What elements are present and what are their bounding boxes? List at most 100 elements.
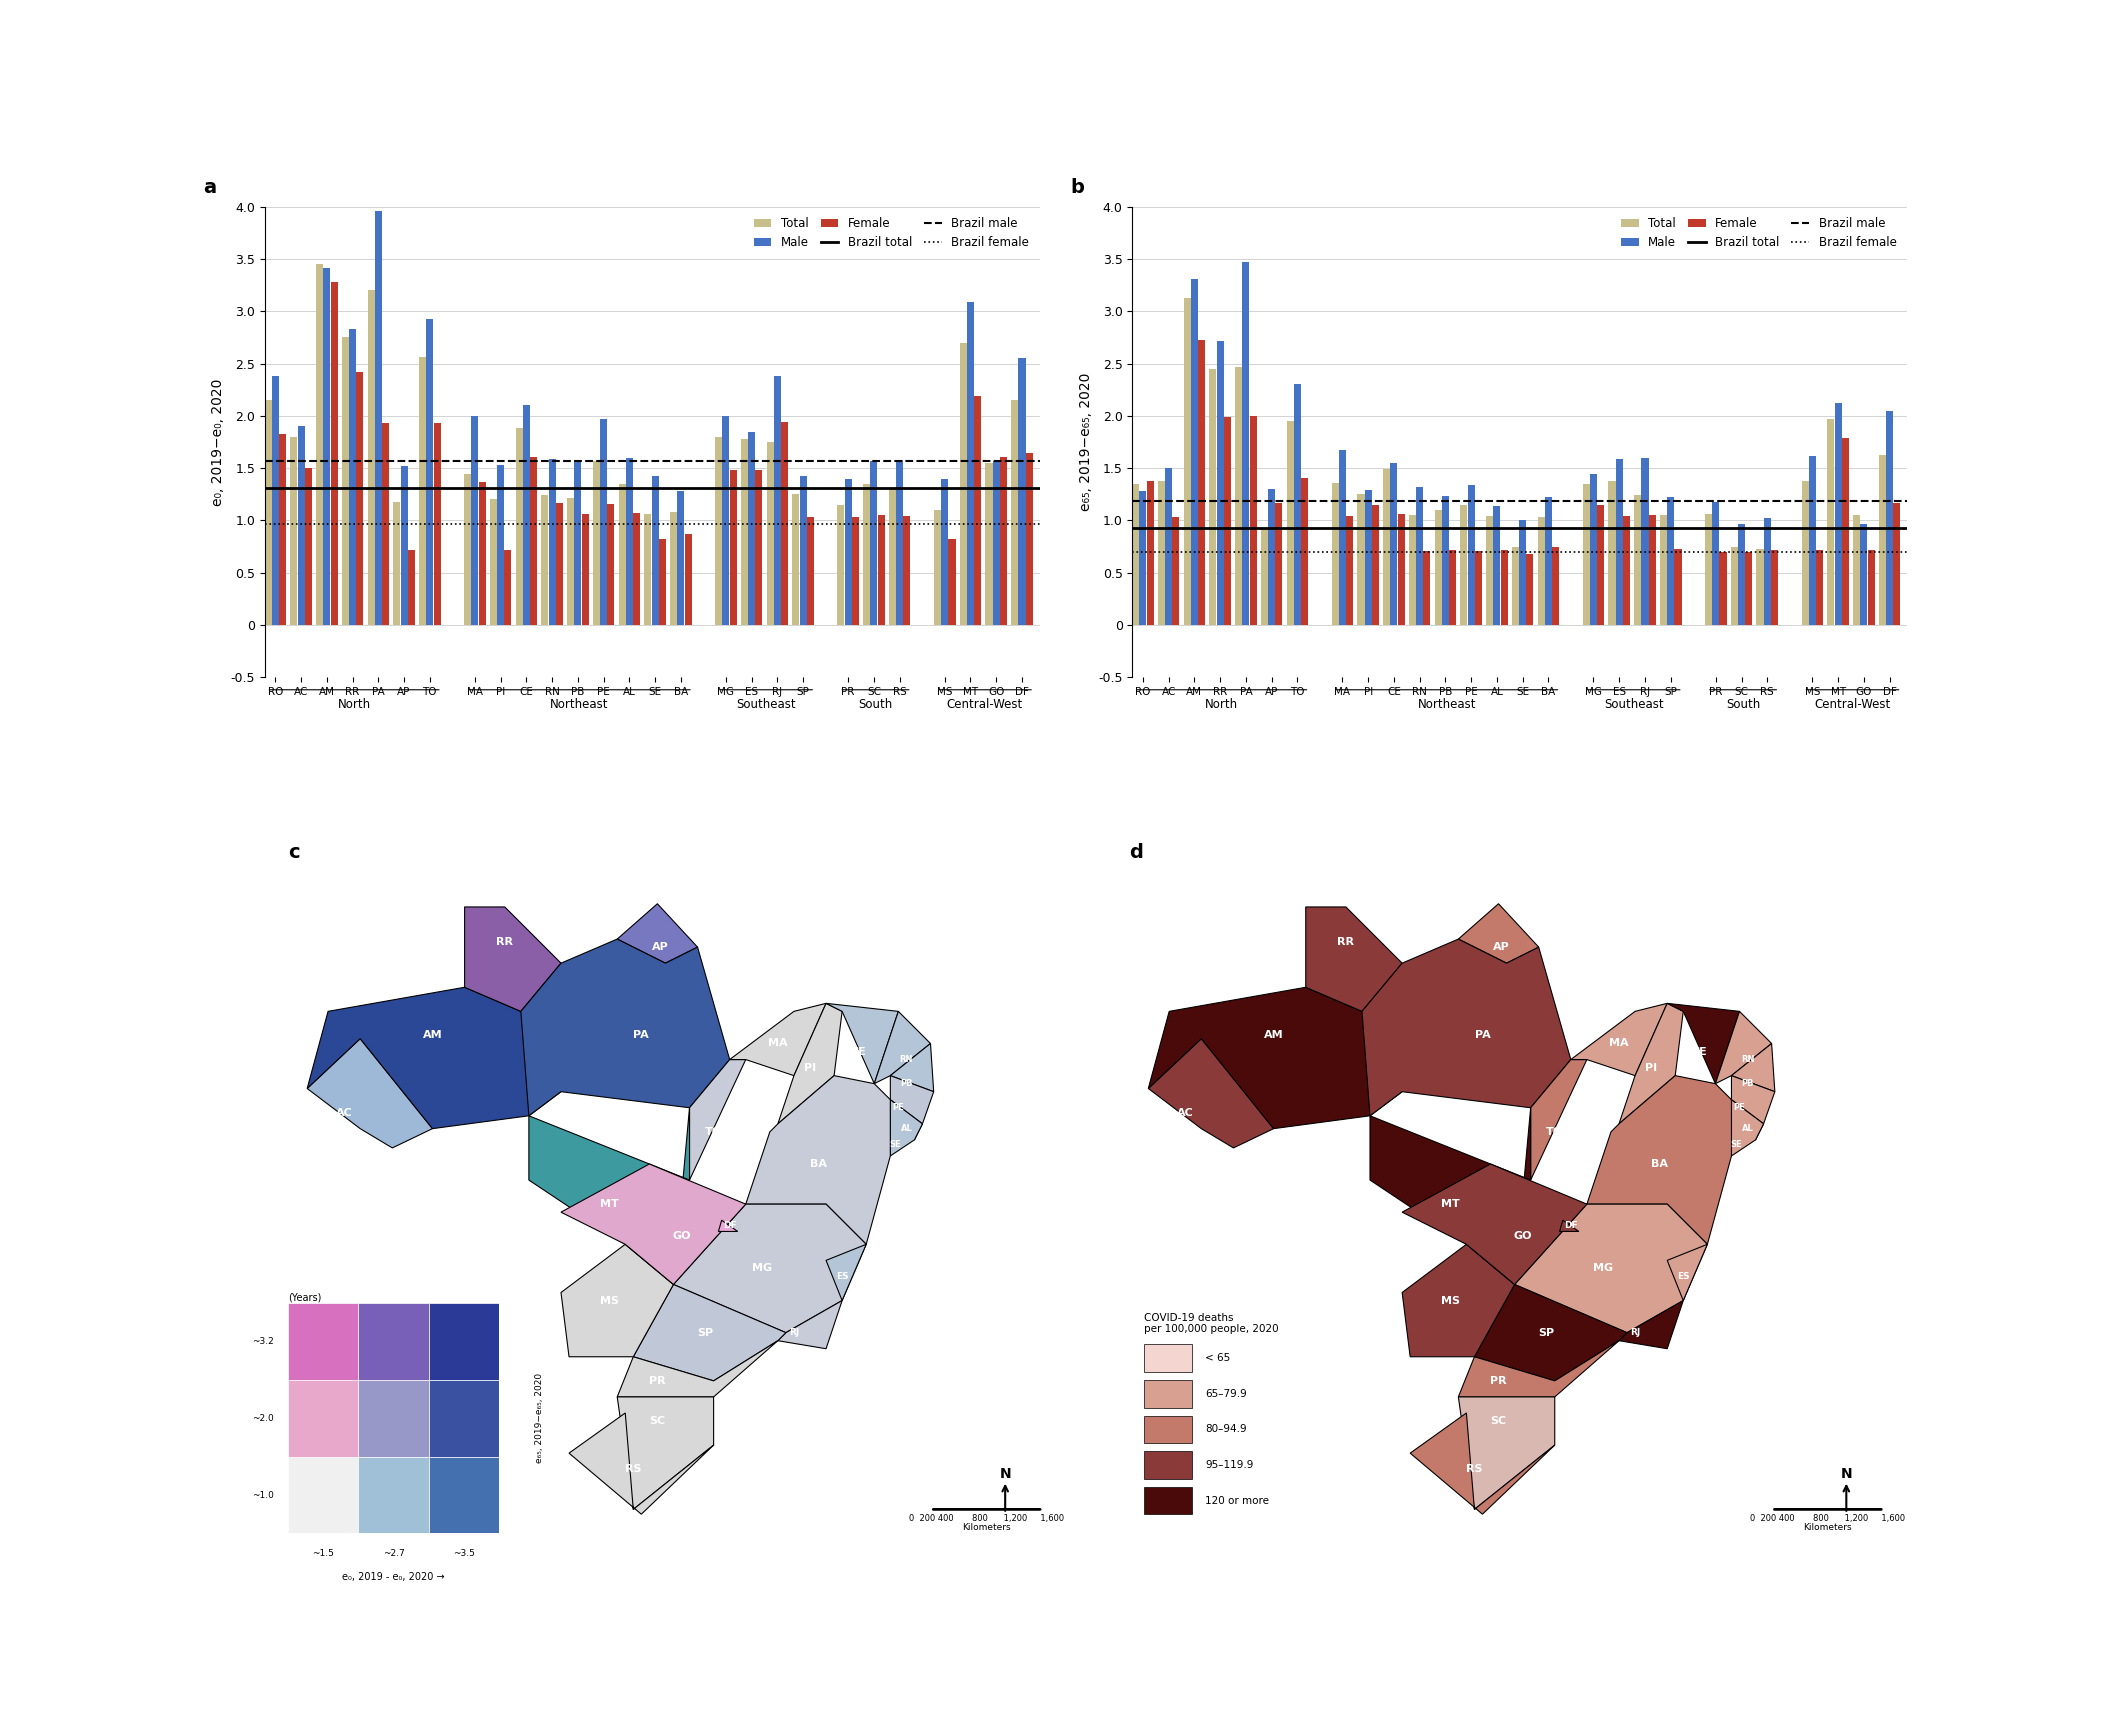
Bar	[581, 513, 589, 625]
Polygon shape	[1668, 1003, 1740, 1084]
Text: Southeast: Southeast	[735, 698, 797, 712]
Bar	[1719, 551, 1727, 625]
Polygon shape	[890, 1075, 934, 1123]
Bar	[540, 495, 549, 625]
Bar	[479, 482, 485, 625]
Bar	[1615, 458, 1623, 625]
Polygon shape	[718, 1220, 737, 1232]
Text: South: South	[1727, 698, 1761, 712]
Bar	[723, 415, 729, 625]
Text: N: N	[1000, 1466, 1011, 1480]
Bar	[367, 291, 375, 625]
Bar	[1519, 520, 1526, 625]
Text: DF: DF	[723, 1220, 737, 1230]
Bar	[793, 495, 799, 625]
Text: 0  200 400       800      1,200     1,600: 0 200 400 800 1,200 1,600	[909, 1513, 1064, 1523]
Bar	[1210, 369, 1216, 625]
Text: Southeast: Southeast	[1604, 698, 1663, 712]
Polygon shape	[1716, 1011, 1771, 1084]
Bar	[1165, 469, 1172, 625]
Polygon shape	[826, 1244, 867, 1301]
Text: AC: AC	[335, 1108, 352, 1118]
Bar	[871, 460, 877, 625]
Bar	[1441, 496, 1449, 625]
Bar	[1242, 262, 1250, 625]
Bar	[1140, 491, 1146, 625]
Text: AM: AM	[422, 1030, 443, 1041]
Bar	[400, 465, 407, 625]
Polygon shape	[875, 1011, 930, 1084]
Polygon shape	[1475, 1284, 1627, 1380]
Text: PR: PR	[1490, 1377, 1507, 1385]
Polygon shape	[1148, 987, 1403, 1129]
Text: TO: TO	[706, 1127, 723, 1137]
Polygon shape	[890, 1044, 934, 1092]
Bar	[773, 376, 782, 625]
Bar	[375, 210, 381, 625]
Bar	[1157, 481, 1165, 625]
Bar	[782, 422, 788, 625]
Bar	[280, 434, 286, 625]
Bar	[1771, 550, 1778, 625]
Bar	[434, 424, 441, 625]
Bar	[420, 357, 426, 625]
Bar	[1860, 524, 1867, 625]
Text: MS: MS	[1441, 1296, 1460, 1306]
Bar	[1598, 505, 1604, 625]
Text: BA: BA	[809, 1160, 826, 1168]
Bar	[1668, 498, 1674, 625]
Bar	[1634, 495, 1642, 625]
Text: RJ: RJ	[1630, 1328, 1640, 1337]
Text: MT: MT	[600, 1199, 619, 1210]
Bar	[593, 460, 600, 625]
Y-axis label: e₆₅, 2019−e₆₅, 2020: e₆₅, 2019−e₆₅, 2020	[1079, 372, 1093, 512]
Polygon shape	[464, 906, 562, 1011]
Bar	[659, 539, 665, 625]
Bar	[1216, 341, 1223, 625]
Bar	[748, 431, 754, 625]
Bar	[464, 474, 470, 625]
Text: RS: RS	[625, 1465, 642, 1475]
Bar	[934, 510, 941, 625]
Polygon shape	[307, 987, 562, 1129]
Text: PI: PI	[1644, 1063, 1657, 1073]
Text: RN: RN	[901, 1054, 913, 1065]
Polygon shape	[1371, 1108, 1530, 1284]
Bar	[992, 460, 1000, 625]
Bar	[1485, 517, 1494, 625]
Bar	[504, 550, 511, 625]
Bar	[1197, 339, 1206, 625]
Bar	[1674, 548, 1682, 625]
Bar	[1019, 358, 1026, 625]
Polygon shape	[1530, 1060, 1587, 1180]
Polygon shape	[1403, 1244, 1515, 1356]
Text: AL: AL	[901, 1123, 913, 1134]
Bar	[960, 343, 966, 625]
Bar	[1261, 527, 1267, 625]
Text: SC: SC	[648, 1416, 665, 1427]
Polygon shape	[562, 1244, 674, 1356]
Bar	[975, 396, 981, 625]
Bar	[394, 501, 400, 625]
Polygon shape	[1560, 1220, 1579, 1232]
Text: RR: RR	[1337, 937, 1354, 948]
Polygon shape	[1619, 1301, 1682, 1349]
Bar	[1886, 410, 1892, 625]
Polygon shape	[617, 905, 697, 963]
Bar	[1384, 469, 1390, 625]
Bar	[1642, 458, 1649, 625]
Bar	[896, 460, 903, 625]
Polygon shape	[778, 1003, 841, 1123]
Bar	[1880, 455, 1886, 625]
Bar	[1000, 457, 1007, 625]
Text: AM: AM	[1263, 1030, 1284, 1041]
Bar	[305, 469, 311, 625]
Bar	[903, 517, 911, 625]
Bar	[1286, 420, 1295, 625]
Text: d: d	[1129, 843, 1142, 862]
Polygon shape	[890, 1099, 922, 1156]
Bar	[1841, 438, 1850, 625]
Bar	[670, 512, 678, 625]
Bar	[941, 479, 949, 625]
Text: AP: AP	[1494, 942, 1511, 953]
